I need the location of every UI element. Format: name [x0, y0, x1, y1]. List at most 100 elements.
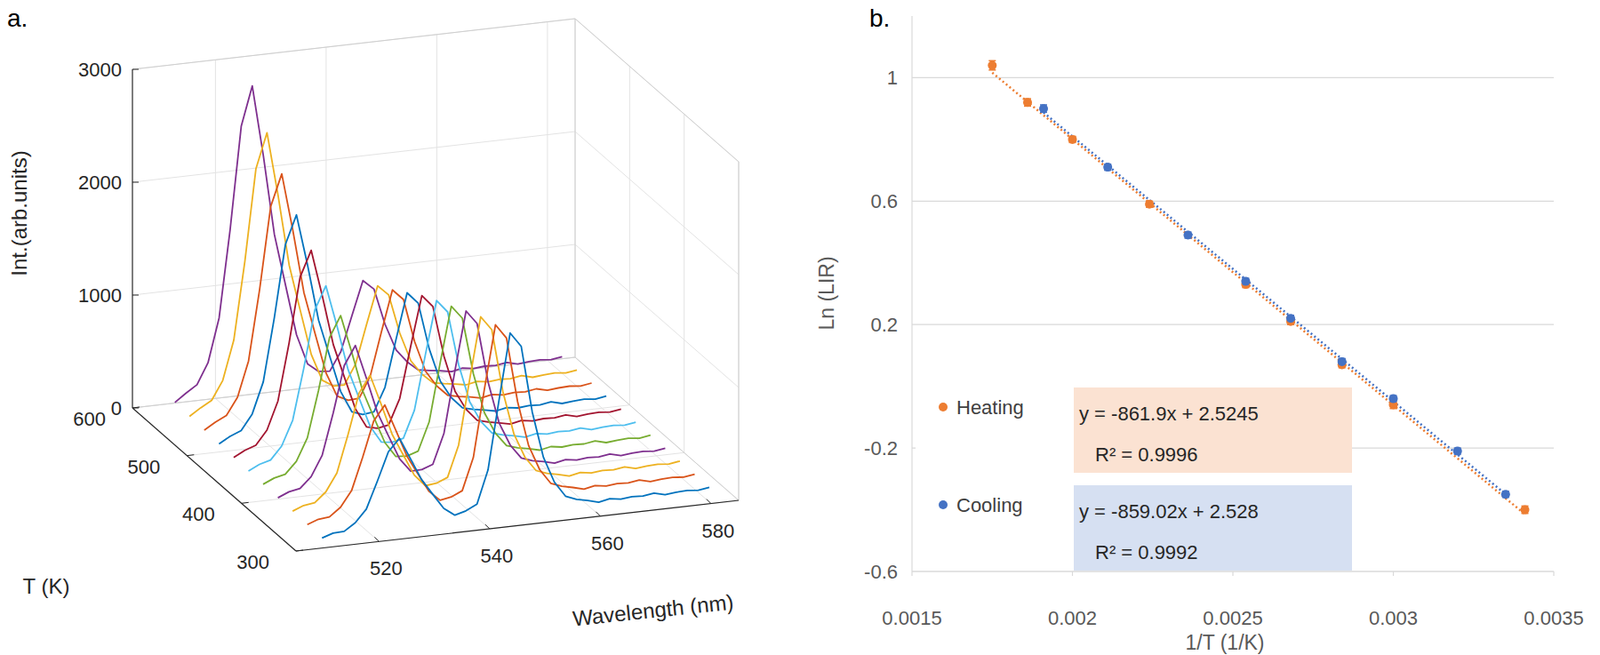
fit-line	[1043, 112, 1506, 495]
axis-label-x: 1/T (1/K)	[1184, 631, 1264, 655]
grid-line-x	[215, 59, 216, 399]
spectrum-line	[218, 215, 607, 445]
tick-label-y: 0.6	[870, 190, 898, 213]
error-bar	[988, 60, 996, 71]
data-point	[1520, 505, 1530, 515]
fit-equation: y = -861.9x + 2.5245	[1079, 402, 1259, 425]
grid-line-y	[132, 18, 576, 70]
fit-line	[992, 72, 1525, 515]
tick-x	[1072, 571, 1073, 576]
tick-z	[132, 407, 140, 408]
tick-label-x: 540	[480, 544, 514, 568]
data-point	[1337, 357, 1347, 367]
data-point	[1389, 394, 1399, 404]
figure: 0100020003000300400500600520540560580Wav…	[0, 0, 1600, 655]
tick-label-x: 0.002	[1048, 607, 1097, 630]
tick-y	[132, 295, 139, 296]
tick-label-z: 300	[236, 551, 270, 574]
panel-b: -0.6 -0.2 0.2 0.6 1 0.0015 0.002 0.0025 0.003 0.0…	[815, 4, 1584, 655]
axis-x	[296, 500, 739, 552]
tick-label-y: 3000	[78, 58, 122, 81]
data-point	[1453, 447, 1463, 456]
spectrum-line	[248, 286, 637, 472]
grid-line-x	[546, 22, 548, 361]
tick-y	[132, 408, 139, 409]
grid-line-z	[683, 113, 685, 453]
plot-data	[987, 60, 1529, 514]
grid-line-z	[575, 18, 576, 358]
legend: Heatingy = -861.9x + 2.5245R² = 0.9996Co…	[915, 385, 1352, 571]
data-point	[1039, 104, 1048, 113]
tick-label-y: -0.2	[864, 437, 898, 460]
tick-label-y: 1	[887, 66, 898, 89]
grid-line-z	[738, 161, 740, 501]
data-point	[1103, 162, 1112, 172]
fit-r-squared: R² = 0.9992	[1095, 541, 1199, 564]
spectrum-line	[175, 86, 563, 403]
tick-label-y: 2000	[78, 171, 122, 194]
tick-x	[1552, 571, 1554, 576]
error-bar	[1024, 98, 1032, 106]
box-edge	[738, 161, 740, 501]
equation-box	[1073, 387, 1352, 473]
data-point	[1286, 313, 1296, 323]
tick-label-z: 500	[128, 456, 161, 479]
tick-label-x: 0.0015	[881, 607, 942, 630]
data-point	[1068, 135, 1078, 144]
data-point	[1144, 200, 1154, 209]
tick-x	[595, 512, 600, 517]
tick-label-y: -0.6	[864, 560, 898, 584]
grid-line-y	[912, 77, 1554, 79]
grid-line-y	[912, 324, 1554, 326]
tick-x	[374, 536, 379, 542]
grid-line-y	[912, 200, 1554, 202]
data-point	[1240, 277, 1250, 287]
equation-box	[1073, 485, 1352, 571]
tick-z	[186, 455, 194, 456]
grid-line-y	[132, 244, 576, 296]
tick-label-y: 0.2	[870, 313, 898, 336]
grid-line-x	[215, 398, 379, 542]
tick-label-x: 0.0035	[1523, 607, 1584, 630]
spectrum-line	[189, 132, 577, 416]
axis-label-x: Wavelength (nm)	[571, 590, 736, 632]
tick-label-y: 1000	[78, 284, 122, 307]
grid-line-z	[241, 452, 685, 504]
tick-y	[132, 69, 139, 71]
grid-line-z	[296, 500, 739, 552]
data-point	[987, 61, 997, 71]
fit-r-squared: R² = 0.9996	[1095, 443, 1199, 466]
tick-label-x: 0.003	[1368, 607, 1418, 630]
data-point	[1501, 489, 1511, 499]
error-bar	[1040, 104, 1048, 112]
spectra	[175, 86, 710, 539]
box-edge	[575, 18, 739, 162]
panel-label: b.	[869, 4, 890, 32]
spectrum-line	[321, 333, 710, 539]
spectrum-line	[292, 317, 680, 512]
tick-label-x: 520	[369, 557, 403, 580]
tick-x	[911, 571, 912, 576]
axis-y	[911, 16, 912, 572]
legend-marker	[938, 402, 948, 412]
background	[0, 0, 1600, 655]
panel-a: 0100020003000300400500600520540560580Wav…	[7, 4, 739, 631]
tick-label-x: 0.0025	[1202, 607, 1263, 630]
tick-x	[1232, 571, 1233, 576]
data-point	[1023, 97, 1032, 107]
legend-marker	[938, 500, 948, 510]
grid-line-x	[325, 47, 327, 386]
tick-label-x: 560	[591, 532, 624, 555]
axis-y	[131, 69, 133, 408]
tick-label-y: 0	[111, 397, 122, 420]
error-bar	[1521, 505, 1529, 513]
tick-y	[132, 182, 139, 184]
grid-line-y	[575, 244, 739, 388]
grid-line-z	[629, 66, 631, 406]
tick-label-z: 400	[182, 503, 216, 526]
tick-z	[296, 550, 304, 552]
spectrum-line	[307, 325, 696, 526]
tick-label-x: 580	[702, 520, 736, 543]
box-edge	[132, 18, 576, 70]
axis-label-y: Ln (LIR)	[815, 256, 839, 330]
